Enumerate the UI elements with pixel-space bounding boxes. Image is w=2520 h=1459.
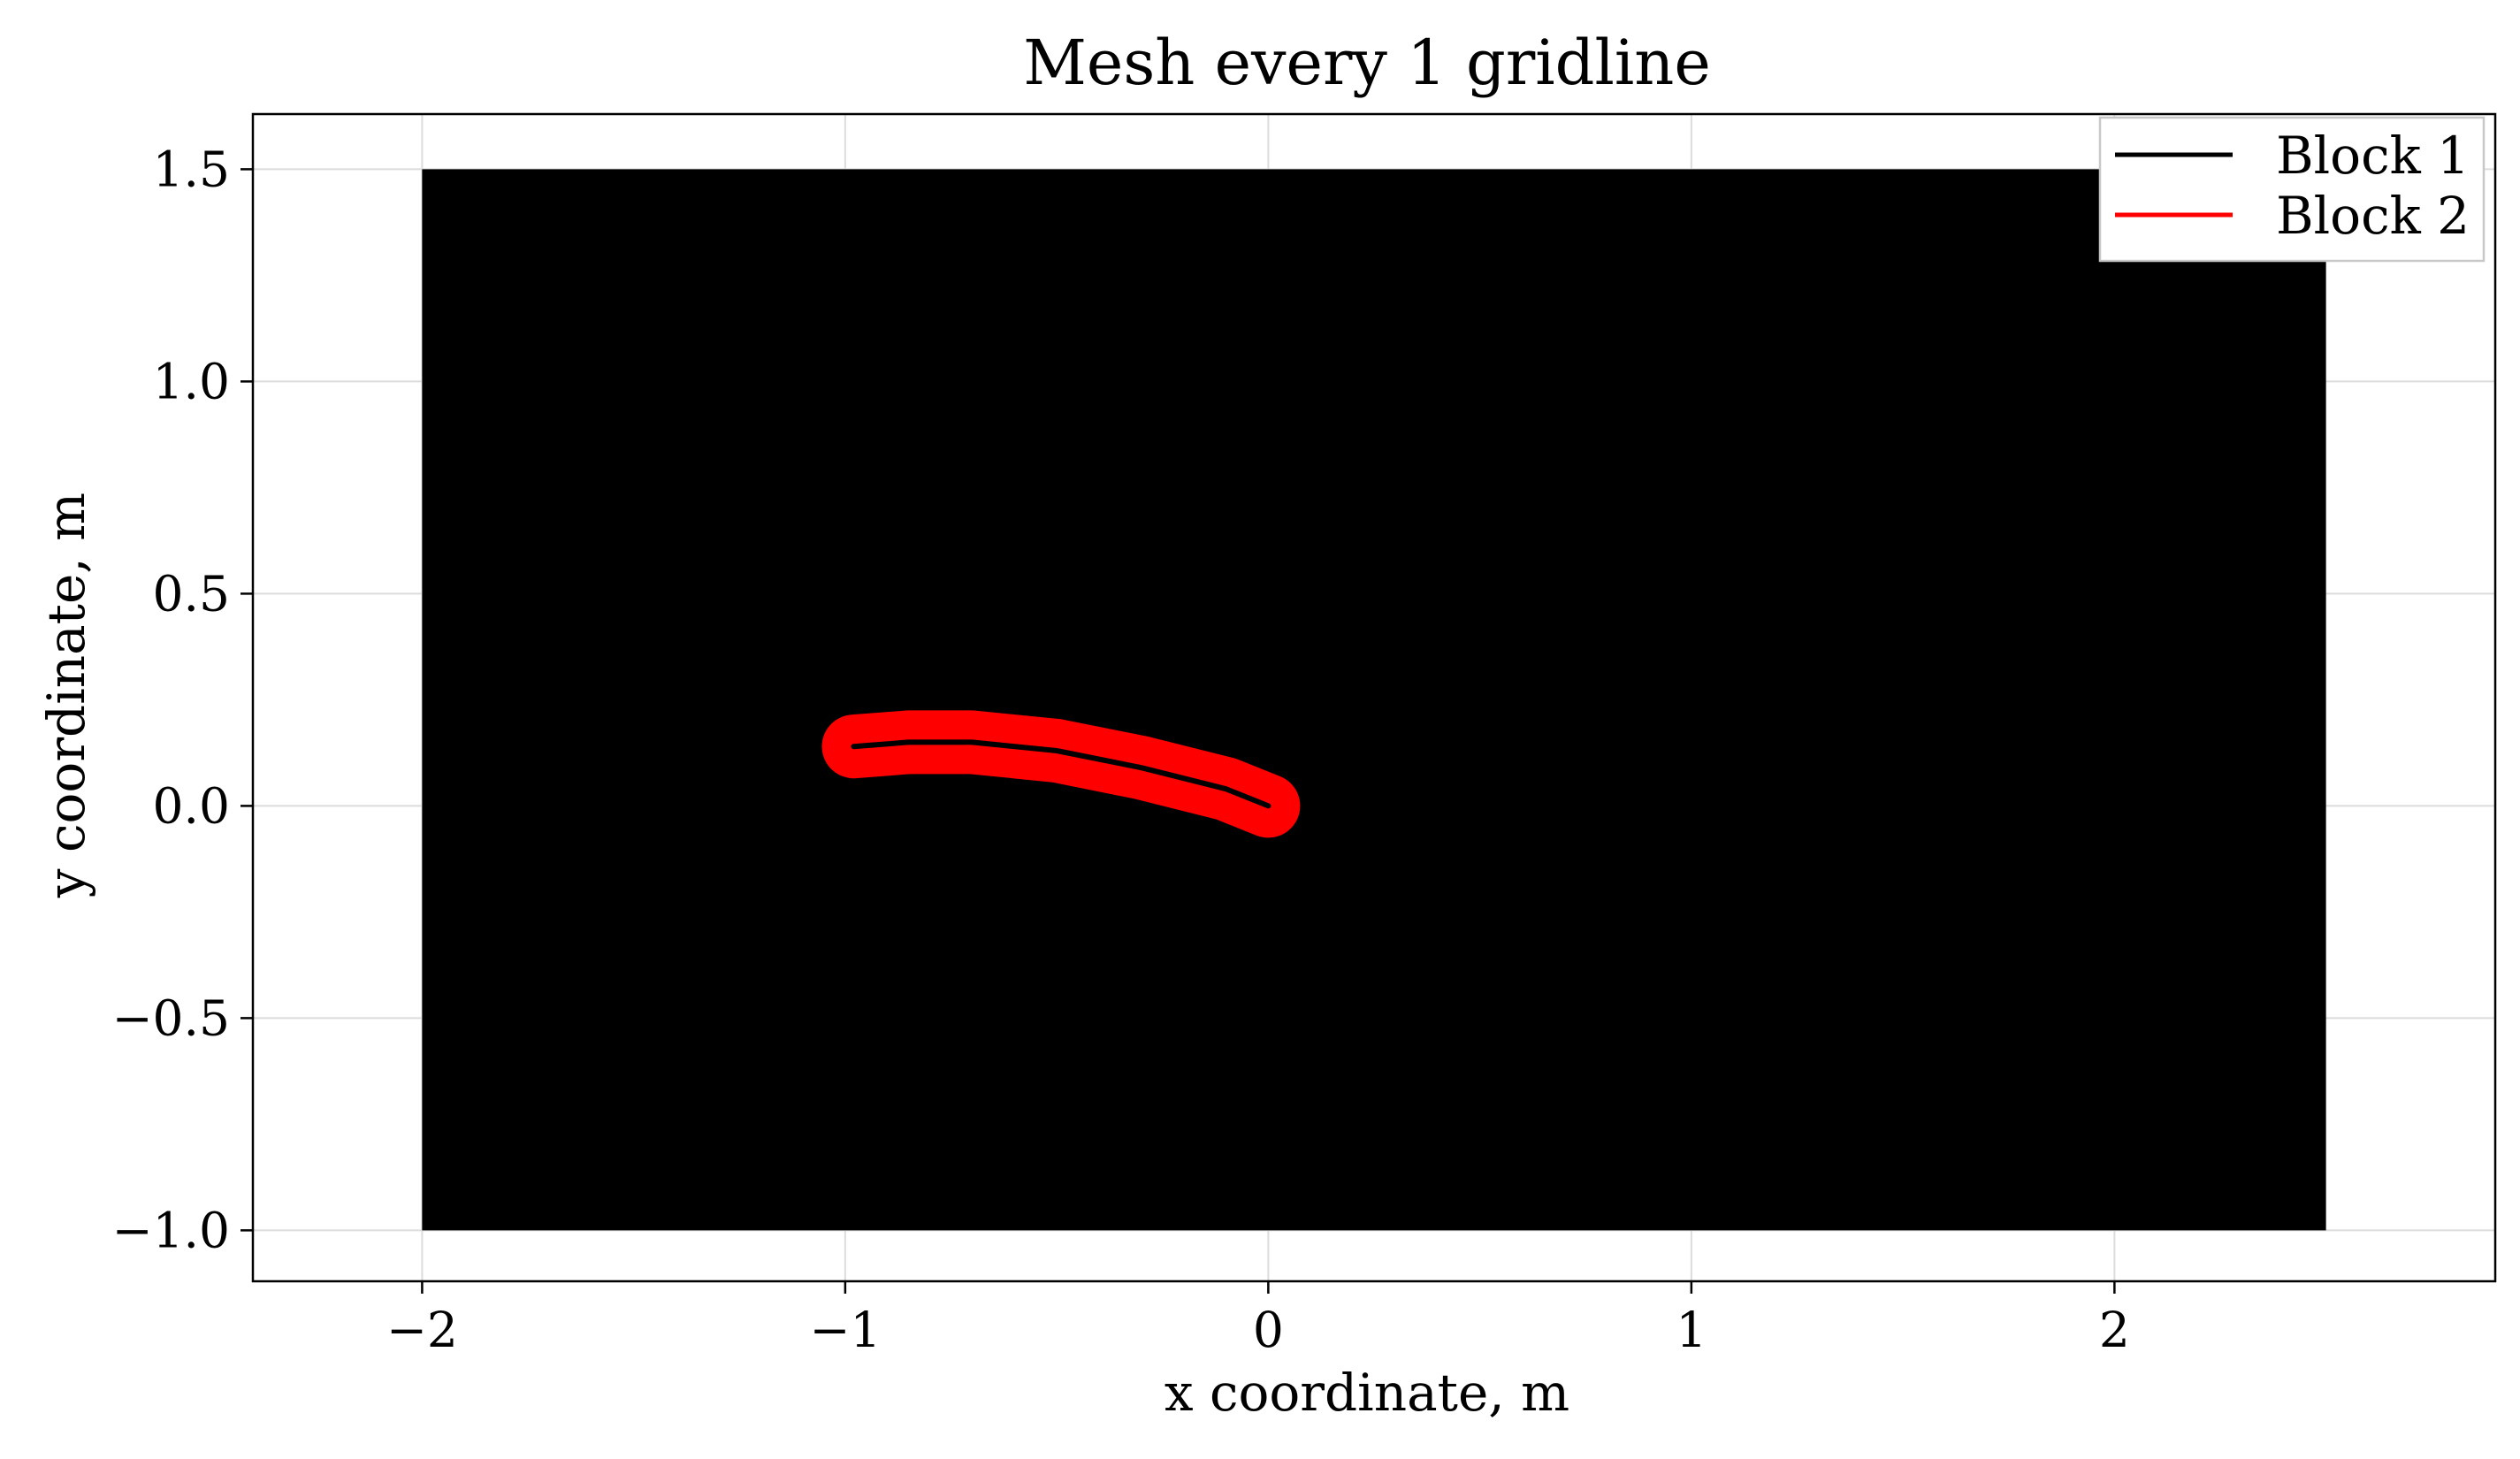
legend-box xyxy=(2098,116,2486,263)
legend-label-block-1: Block 1 xyxy=(2276,126,2470,186)
chart-title: Mesh every 1 gridline xyxy=(1023,27,1711,99)
legend-label-block-2: Block 2 xyxy=(2276,186,2470,246)
plot-frame xyxy=(251,112,2497,1283)
y-tick-label: 0.5 xyxy=(153,565,230,622)
x-tick-label: 0 xyxy=(1253,1302,1284,1358)
y-tick-label: 1.0 xyxy=(153,353,230,409)
y-tick-label: 0.0 xyxy=(153,777,230,834)
y-axis-label: y coordinate, m xyxy=(36,493,96,898)
x-tick-label: −2 xyxy=(386,1302,458,1358)
block-1-mesh xyxy=(422,169,2326,1231)
block-2-inner-slit xyxy=(851,739,1271,809)
x-tick-label: −1 xyxy=(809,1302,881,1358)
y-tick-label: −0.5 xyxy=(111,989,230,1046)
axis-ticks: −2 −1 0 1 2 1.5 1.0 0.5 0.0 −0.5 −1.0 xyxy=(111,141,2129,1358)
y-tick-label: −1.0 xyxy=(111,1202,230,1258)
legend: Block 1 Block 2 xyxy=(2098,116,2486,263)
x-axis-label: x coordinate, m xyxy=(1165,1363,1569,1423)
x-tick-label: 1 xyxy=(1676,1302,1707,1358)
x-tick-label: 2 xyxy=(2099,1302,2130,1358)
y-tick-label: 1.5 xyxy=(153,141,230,197)
plot-area xyxy=(422,169,2326,1231)
